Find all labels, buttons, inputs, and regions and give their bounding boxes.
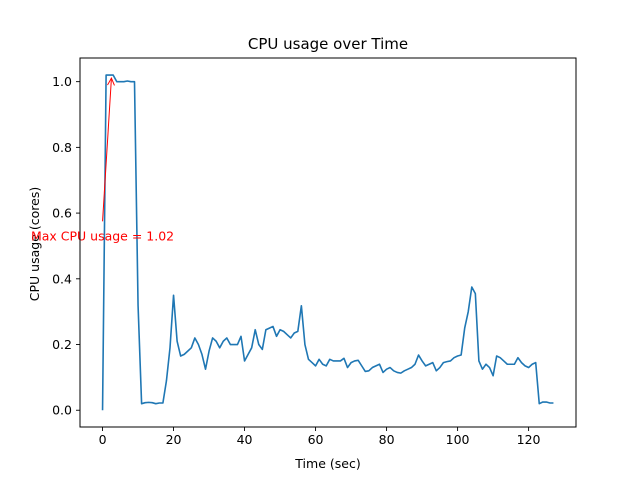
x-axis-label: Time (sec) xyxy=(294,456,360,471)
annotation-arrowhead xyxy=(107,76,115,86)
chart-title: CPU usage over Time xyxy=(248,35,408,53)
y-axis-label: CPU usage (cores) xyxy=(27,187,42,301)
cpu-usage-series-line xyxy=(101,74,554,411)
annotation-text: Max CPU usage = 1.02 xyxy=(31,228,174,243)
y-tick-label: 0.2 xyxy=(52,337,72,352)
axis-ticks: 0 20 40 60 80 100 120 0.0 0.2 0.4 0.6 0.8 1.0 xyxy=(52,74,540,447)
y-tick-label: 0.8 xyxy=(52,140,72,155)
x-tick-label: 80 xyxy=(379,432,395,447)
y-tick-label: 0.6 xyxy=(52,206,72,221)
x-tick-label: 40 xyxy=(237,432,253,447)
x-tick-label: 120 xyxy=(517,432,541,447)
y-tick-label: 0.0 xyxy=(52,403,72,418)
y-tick-label: 1.0 xyxy=(52,74,72,89)
x-tick-label: 20 xyxy=(166,432,182,447)
max-usage-annotation: Max CPU usage = 1.02 xyxy=(31,76,174,243)
y-tick-label: 0.4 xyxy=(52,271,72,286)
x-tick-label: 0 xyxy=(99,432,107,447)
x-tick-label: 100 xyxy=(446,432,470,447)
plot-area xyxy=(101,74,554,411)
axes-frame xyxy=(79,57,577,428)
x-tick-label: 60 xyxy=(308,432,324,447)
annotation-arrow xyxy=(102,78,112,222)
